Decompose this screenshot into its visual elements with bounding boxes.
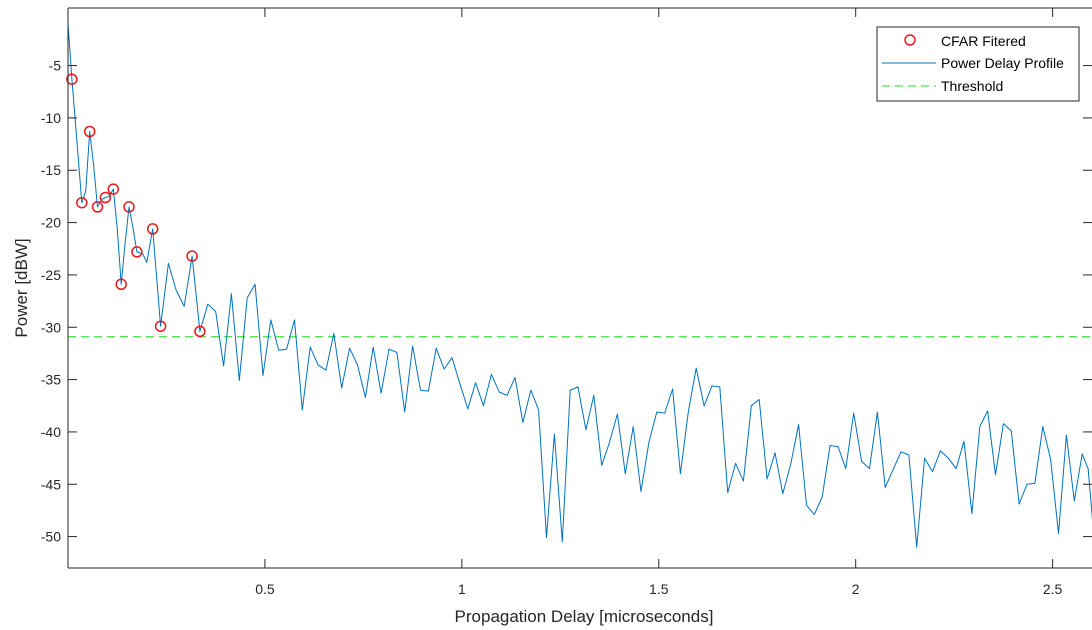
legend-profile-label: Power Delay Profile xyxy=(941,55,1064,71)
y-tick-label: -20 xyxy=(41,215,61,231)
y-tick-label: -10 xyxy=(41,110,61,126)
x-tick-label: 1 xyxy=(458,581,466,597)
x-tick-label: 2.5 xyxy=(1043,581,1063,597)
cfar-marker xyxy=(154,320,167,332)
x-tick-label: 1.5 xyxy=(649,581,669,597)
cfar-marker xyxy=(131,246,143,258)
y-tick-label: -25 xyxy=(41,267,61,283)
cfar-marker xyxy=(186,250,198,262)
y-tick-label: -40 xyxy=(41,424,61,440)
power-delay-profile-line xyxy=(68,23,1092,548)
y-tick-label: -50 xyxy=(41,529,61,545)
cfar-marker xyxy=(194,325,206,338)
cfar-marker xyxy=(123,201,135,213)
legend: CFAR Fitered Power Delay Profile Thresho… xyxy=(876,26,1080,102)
y-axis-label: Power [dBW] xyxy=(12,238,31,337)
cfar-marker xyxy=(99,191,112,204)
legend-cfar-label: CFAR Fitered xyxy=(941,33,1026,49)
cfar-marker xyxy=(91,201,104,213)
cfar-marker xyxy=(146,223,159,235)
legend-cfar-marker xyxy=(904,34,916,46)
cfar-marker xyxy=(83,125,96,138)
legend-threshold-label: Threshold xyxy=(941,78,1003,94)
x-tick-label: 0.5 xyxy=(255,581,275,597)
cfar-marker xyxy=(115,278,127,291)
y-tick-label: -30 xyxy=(41,319,61,335)
x-tick-label: 2 xyxy=(852,581,860,597)
legend-box xyxy=(876,26,1080,102)
x-axis-label: Propagation Delay [microseconds] xyxy=(455,607,714,626)
y-tick-label: -5 xyxy=(49,58,62,74)
y-tick-label: -45 xyxy=(41,476,61,492)
cfar-marker xyxy=(107,183,120,195)
cfar-marker xyxy=(76,196,88,209)
y-tick-label: -15 xyxy=(41,162,61,178)
cfar-marker xyxy=(66,73,78,85)
y-tick-label: -35 xyxy=(41,372,61,388)
